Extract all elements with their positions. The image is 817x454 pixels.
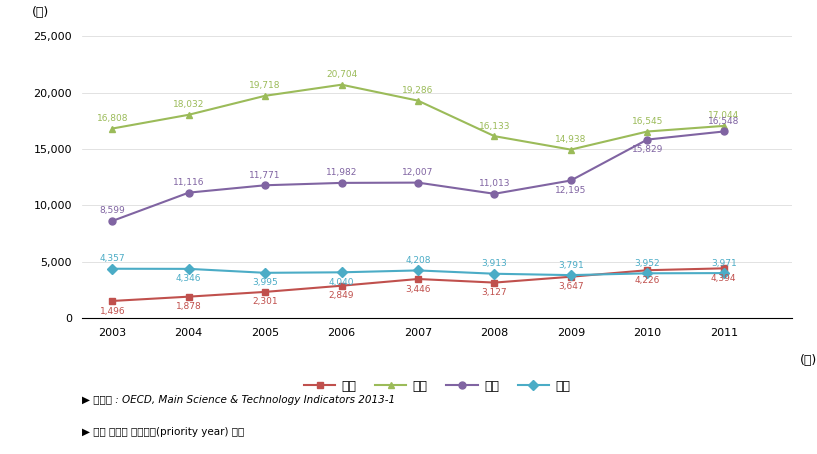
Text: 3,127: 3,127 [481,288,507,297]
Text: 3,971: 3,971 [711,258,737,267]
Text: 16,808: 16,808 [96,114,128,123]
Text: 11,013: 11,013 [479,179,510,188]
Text: 16,548: 16,548 [708,117,739,126]
Text: 18,032: 18,032 [173,100,204,109]
Text: 4,226: 4,226 [635,276,660,285]
Text: 19,718: 19,718 [249,81,281,90]
Text: 8,599: 8,599 [100,207,125,216]
Text: 12,007: 12,007 [402,168,434,177]
Text: 12,195: 12,195 [556,186,587,195]
Text: 4,357: 4,357 [100,254,125,263]
Text: 2,849: 2,849 [328,291,355,300]
Text: 3,791: 3,791 [558,261,583,270]
Legend: 한국, 미국, 일본, 독일: 한국, 미국, 일본, 독일 [299,375,575,398]
Text: 3,647: 3,647 [558,282,583,291]
Text: 4,346: 4,346 [176,274,202,283]
Text: 16,133: 16,133 [479,122,510,131]
Text: 14,938: 14,938 [556,135,587,144]
Text: 20,704: 20,704 [326,70,357,79]
Text: 17,044: 17,044 [708,111,739,120]
Text: 1,496: 1,496 [100,306,125,316]
Text: 19,286: 19,286 [402,86,434,95]
Text: 11,771: 11,771 [249,171,281,180]
Text: 3,952: 3,952 [635,259,660,268]
Text: ▶ 출원 건수는 우선년도(priority year) 기준: ▶ 출원 건수는 우선년도(priority year) 기준 [82,427,244,437]
Text: 3,913: 3,913 [481,259,507,268]
Text: 4,040: 4,040 [328,278,355,287]
Text: 4,208: 4,208 [405,256,431,265]
Text: 11,982: 11,982 [326,168,357,178]
Text: 11,116: 11,116 [173,178,204,187]
Text: 2,301: 2,301 [252,297,278,306]
Text: 4,394: 4,394 [711,274,736,283]
Text: 15,829: 15,829 [632,145,663,154]
Text: 3,995: 3,995 [252,278,278,287]
Text: (건): (건) [32,6,49,20]
Text: ▶ 자료원 : OECD, Main Science & Technology Indicators 2013-1: ▶ 자료원 : OECD, Main Science & Technology … [82,395,395,405]
Text: 3,446: 3,446 [405,285,431,294]
Text: (년): (년) [800,355,817,367]
Text: 16,545: 16,545 [632,117,663,126]
Text: 1,878: 1,878 [176,302,202,311]
